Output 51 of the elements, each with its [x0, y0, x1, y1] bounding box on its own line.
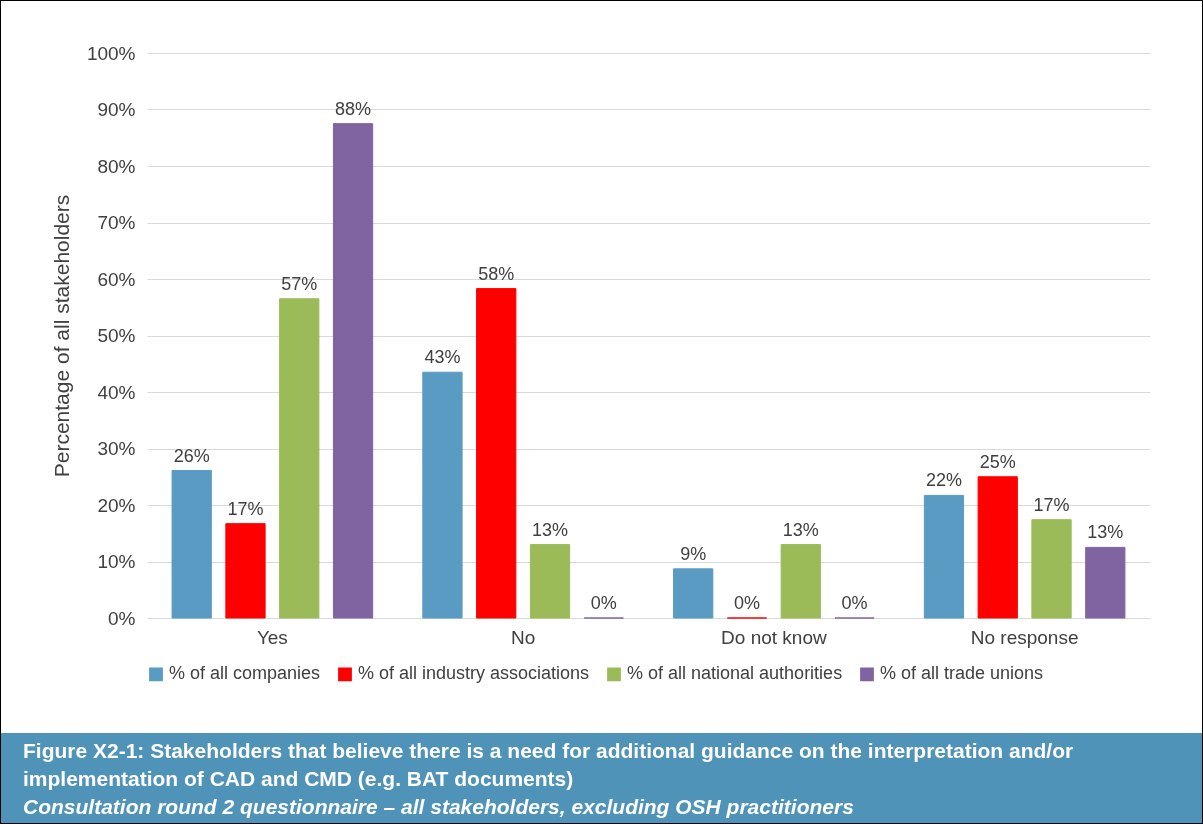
data-label: 0%: [590, 593, 617, 613]
data-label: 25%: [979, 451, 1016, 472]
data-label: 57%: [281, 273, 318, 294]
bar: [529, 544, 571, 619]
y-tick-label: 100%: [86, 42, 136, 64]
bar: [1085, 546, 1126, 619]
bar: [332, 123, 374, 619]
bar: [780, 544, 821, 619]
bar: [1031, 519, 1072, 619]
data-label: 26%: [173, 445, 210, 466]
data-label: 9%: [680, 543, 707, 564]
legend-label: % of all industry associations: [358, 663, 590, 684]
bar: [673, 568, 714, 619]
y-tick-label: 90%: [97, 99, 136, 120]
bar: [422, 371, 463, 619]
bar: [225, 523, 266, 619]
text: Figure X2-1: Stakeholders that believe there is a need for additional guidance on the interpretation and/or implementation of CAD and CMD (e.g. BAT documents): [23, 738, 1075, 792]
data-label: 58%: [478, 263, 515, 284]
data-label: 0%: [841, 593, 868, 613]
bar: [923, 494, 965, 619]
y-tick-label: 10%: [97, 551, 136, 572]
y-tick-label: 60%: [97, 268, 136, 290]
data-label: 43%: [424, 347, 461, 368]
y-axis-title: Percentage of all stakeholders: [49, 194, 73, 478]
legend-label: % of all national authorities: [627, 663, 843, 684]
data-label: 17%: [1033, 494, 1070, 515]
y-tick-label: 40%: [97, 381, 136, 403]
text: Consultation round 2 questionnaire – all stakeholders, excluding OSH practitioners: [23, 794, 855, 820]
x-tick-label: No: [510, 626, 536, 648]
y-tick-label: 50%: [97, 325, 136, 346]
x-tick-label: No response: [970, 626, 1079, 648]
data-label: 88%: [335, 98, 372, 119]
y-tick-label: 70%: [97, 212, 136, 233]
data-label: 0%: [733, 593, 760, 613]
bar: [977, 476, 1018, 619]
y-tick-label: 80%: [97, 155, 136, 177]
x-tick-label: Do not know: [721, 626, 827, 648]
legend-label: % of all companies: [169, 663, 321, 684]
y-tick-label: 0%: [108, 607, 136, 629]
data-label: 13%: [782, 519, 819, 540]
y-tick-label: 20%: [97, 494, 136, 516]
y-tick-label: 30%: [97, 438, 136, 459]
bar: [279, 298, 320, 619]
data-label: 13%: [1087, 522, 1124, 543]
legend-label: % of all trade unions: [880, 663, 1044, 684]
data-label: 13%: [532, 519, 569, 540]
x-tick-label: Yes: [256, 626, 288, 648]
bar: [171, 470, 212, 619]
bar: [476, 288, 517, 619]
data-label: 22%: [925, 470, 962, 491]
data-label: 17%: [227, 498, 264, 519]
